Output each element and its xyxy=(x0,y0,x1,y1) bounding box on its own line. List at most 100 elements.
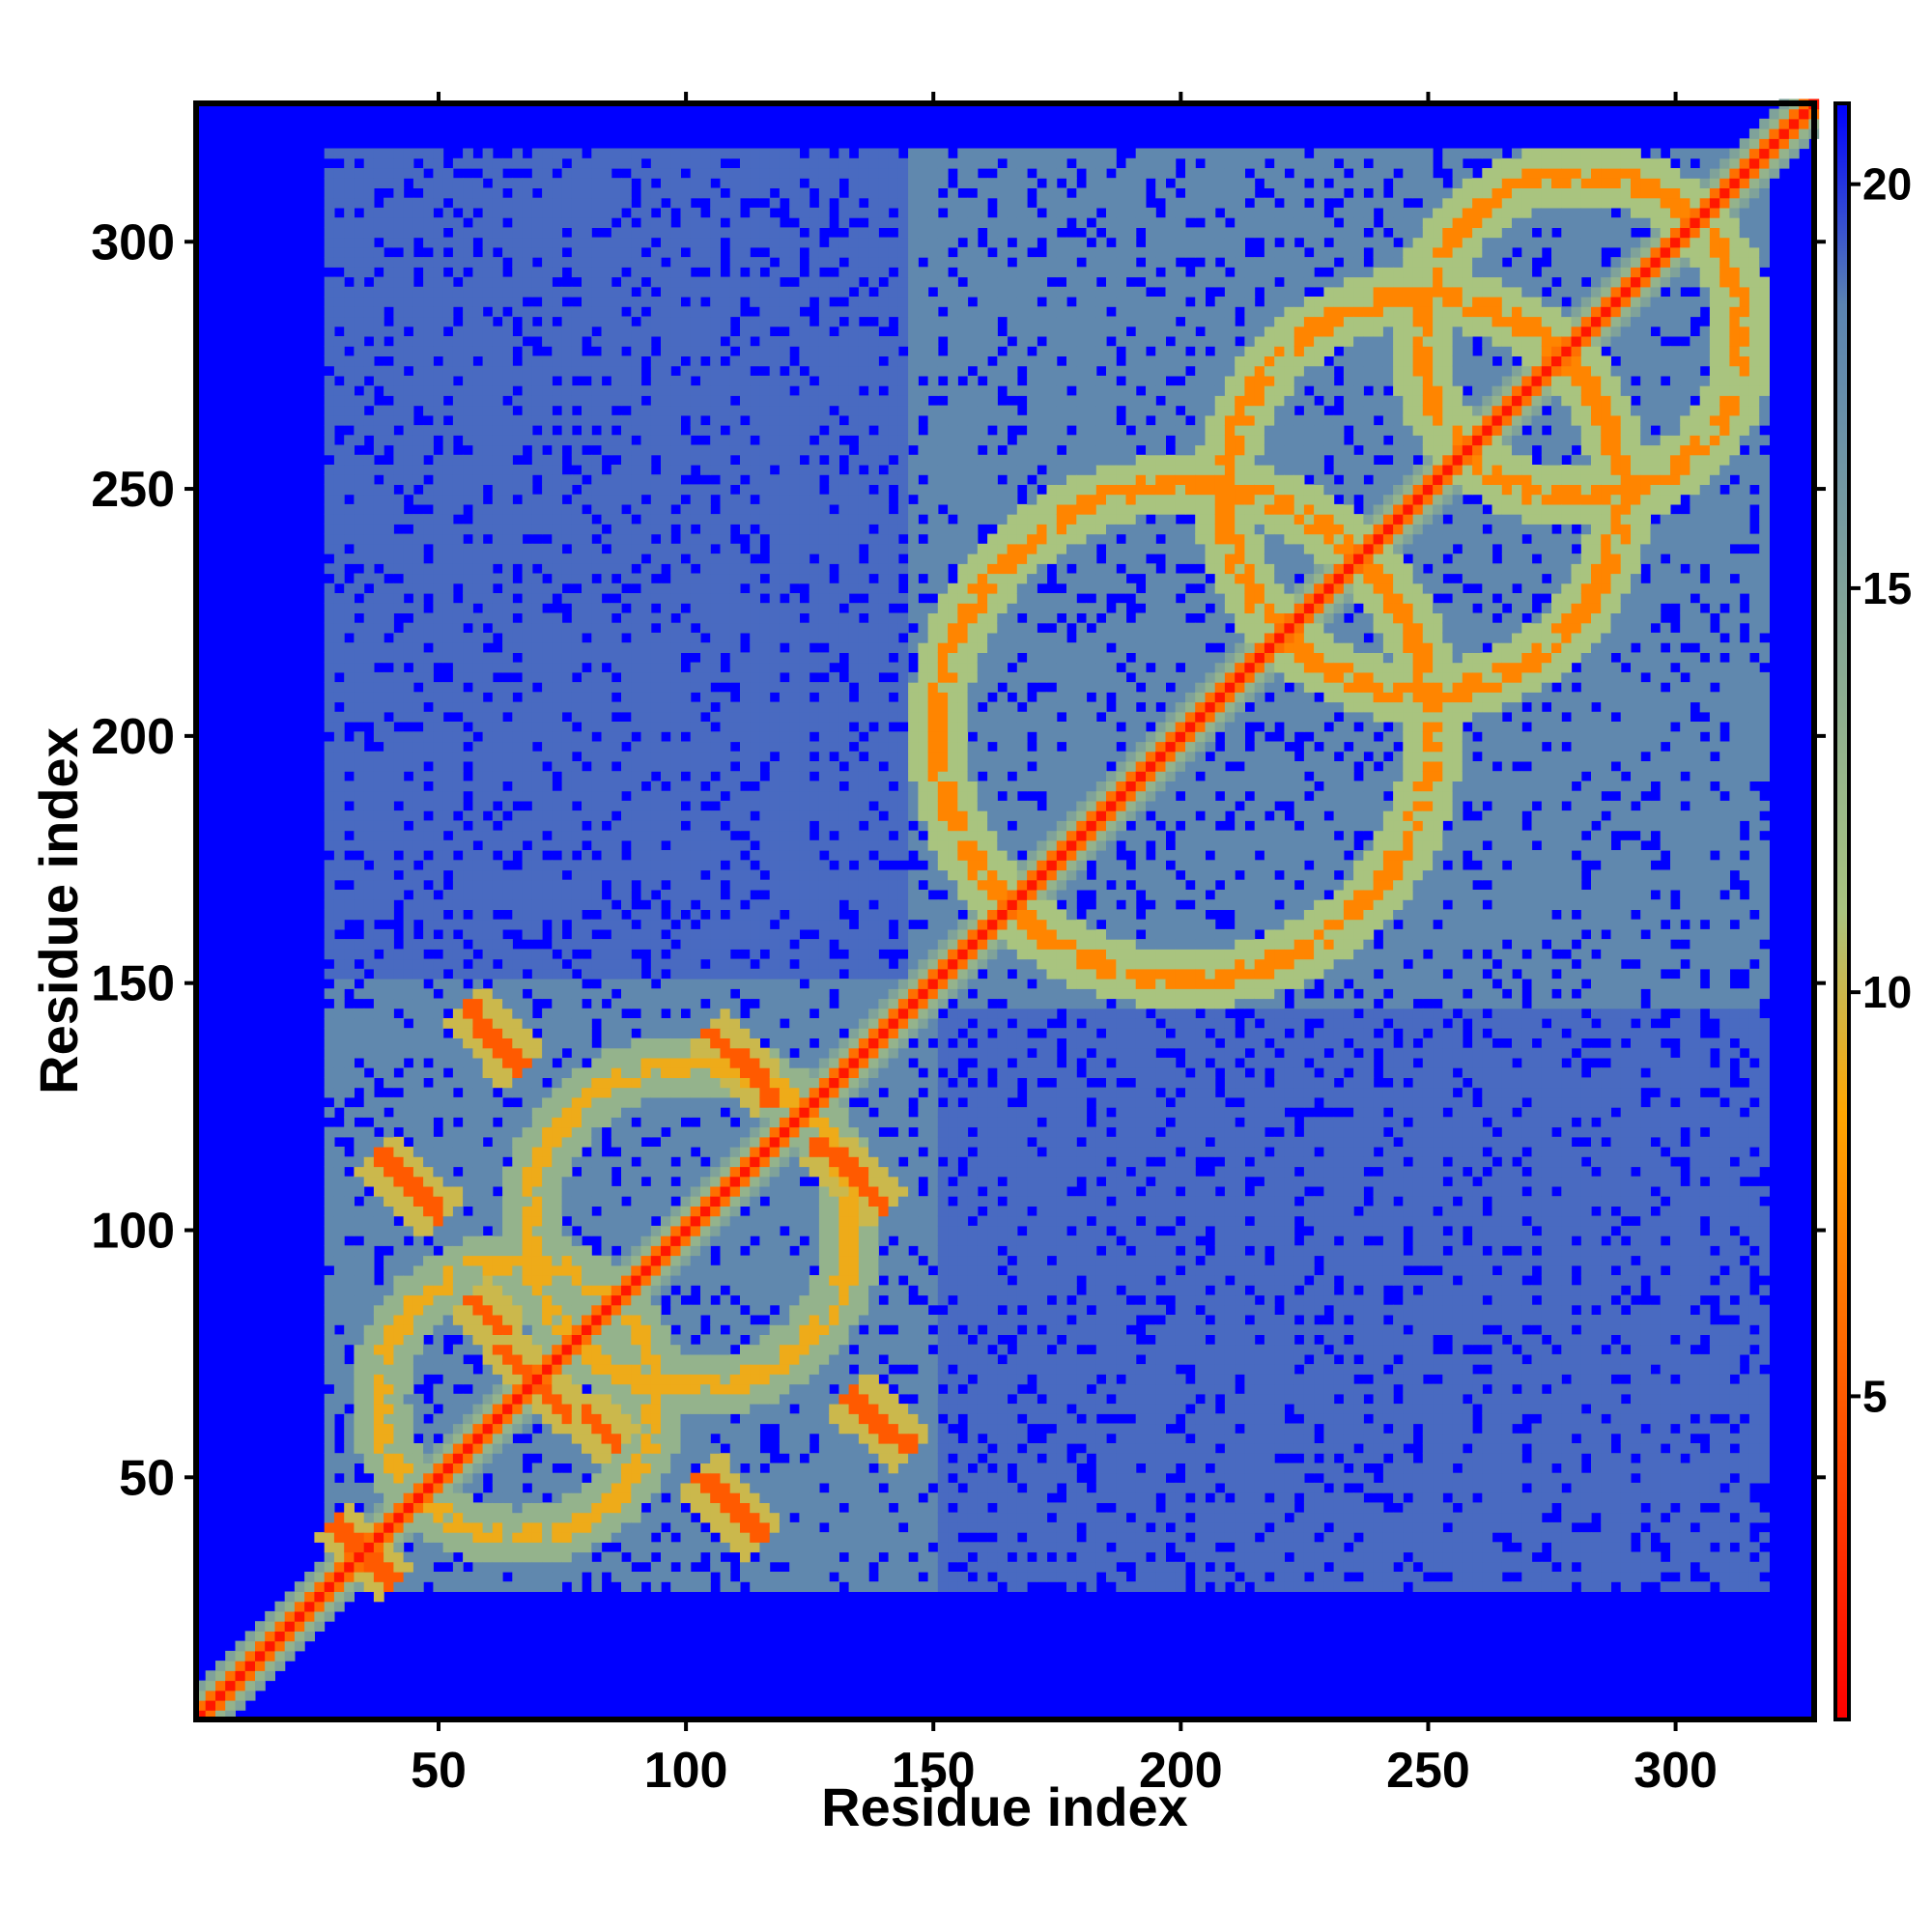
heatmap-cell xyxy=(650,1324,662,1335)
heatmap-cell xyxy=(472,1245,484,1257)
heatmap-cell xyxy=(680,949,692,960)
heatmap-cell xyxy=(452,1225,464,1236)
heatmap-cell xyxy=(472,336,484,347)
heatmap-cell xyxy=(611,1077,622,1089)
heatmap-cell xyxy=(354,1581,365,1592)
heatmap-cell xyxy=(442,890,454,900)
heatmap-cell xyxy=(482,1255,494,1266)
heatmap-cell xyxy=(333,781,345,792)
heatmap-cell xyxy=(522,919,533,930)
heatmap-cell xyxy=(452,1264,464,1276)
heatmap-cell xyxy=(472,899,484,910)
heatmap-cell xyxy=(670,652,681,664)
heatmap-area xyxy=(195,99,1820,1721)
heatmap-cell xyxy=(512,425,524,436)
heatmap-cell xyxy=(235,1690,246,1701)
heatmap-cell xyxy=(482,761,494,772)
heatmap-cell xyxy=(640,563,652,575)
heatmap-cell xyxy=(640,316,652,327)
heatmap-cell xyxy=(690,1404,701,1414)
heatmap-cell xyxy=(621,1077,632,1089)
heatmap-cell xyxy=(512,375,524,386)
heatmap-cell xyxy=(403,237,414,248)
heatmap-cell xyxy=(542,563,553,575)
heatmap-cell xyxy=(650,563,662,575)
heatmap-cell xyxy=(393,642,405,653)
heatmap-cell xyxy=(542,820,553,832)
heatmap-cell xyxy=(561,1334,573,1346)
heatmap-cell xyxy=(502,227,513,239)
heatmap-cell xyxy=(690,958,701,970)
heatmap-cell xyxy=(384,701,394,713)
heatmap-cell xyxy=(492,375,503,386)
heatmap-cell xyxy=(492,968,503,980)
heatmap-cell xyxy=(621,810,632,821)
heatmap-cell xyxy=(384,484,394,496)
heatmap-cell xyxy=(294,1581,305,1592)
heatmap-cell xyxy=(582,395,592,407)
heatmap-cell xyxy=(403,1572,414,1582)
heatmap-cell xyxy=(690,1393,701,1405)
heatmap-cell xyxy=(324,1334,335,1346)
heatmap-cell xyxy=(561,1176,573,1187)
heatmap-cell xyxy=(363,751,375,762)
heatmap-cell xyxy=(571,1087,582,1098)
heatmap-cell xyxy=(531,949,543,960)
heatmap-cell xyxy=(542,1264,553,1276)
heatmap-cell xyxy=(363,909,375,921)
heatmap-cell xyxy=(442,1156,454,1168)
heatmap-cell xyxy=(244,1650,256,1662)
heatmap-cell xyxy=(373,365,384,377)
heatmap-cell xyxy=(591,1294,603,1306)
heatmap-cell xyxy=(442,554,454,564)
heatmap-cell xyxy=(393,533,405,545)
heatmap-cell xyxy=(452,1215,464,1227)
heatmap-cell xyxy=(631,355,642,367)
heatmap-cell xyxy=(640,1057,652,1068)
heatmap-cell xyxy=(680,1196,692,1207)
heatmap-cell xyxy=(650,257,662,268)
heatmap-cell xyxy=(700,1404,711,1414)
heatmap-cell xyxy=(363,1147,375,1157)
heatmap-cell xyxy=(591,612,603,624)
heatmap-cell xyxy=(571,1561,582,1573)
heatmap-cell xyxy=(591,148,603,159)
heatmap-cell xyxy=(661,1383,671,1395)
heatmap-cell xyxy=(333,652,345,664)
heatmap-cell xyxy=(463,385,473,396)
heatmap-cell xyxy=(324,1037,335,1049)
heatmap-cell xyxy=(670,1077,681,1089)
heatmap-cell xyxy=(552,1008,563,1019)
heatmap-cell xyxy=(531,751,543,762)
heatmap-cell xyxy=(442,1264,454,1276)
heatmap-cell xyxy=(531,1206,543,1217)
heatmap-cell xyxy=(492,168,503,179)
heatmap-cell xyxy=(650,1126,662,1138)
heatmap-cell xyxy=(650,1047,662,1059)
heatmap-cell xyxy=(423,741,434,753)
heatmap-cell xyxy=(433,998,444,1009)
heatmap-cell xyxy=(601,1008,612,1019)
heatmap-cell xyxy=(482,227,494,239)
heatmap-cell xyxy=(601,1156,612,1168)
heatmap-cell xyxy=(611,820,622,832)
heatmap-cell xyxy=(690,860,701,871)
heatmap-cell xyxy=(442,1285,454,1296)
heatmap-cell xyxy=(482,1285,494,1296)
heatmap-cell xyxy=(680,958,692,970)
heatmap-cell xyxy=(502,1561,513,1573)
heatmap-cell xyxy=(542,1117,553,1128)
heatmap-cell xyxy=(403,514,414,525)
heatmap-cell xyxy=(403,800,414,811)
heatmap-cell xyxy=(452,355,464,367)
heatmap-cell xyxy=(571,860,582,871)
heatmap-cell xyxy=(650,1364,662,1375)
heatmap-cell xyxy=(482,257,494,268)
heatmap-cell xyxy=(621,484,632,496)
heatmap-cell xyxy=(344,1264,355,1276)
heatmap-cell xyxy=(423,425,434,436)
heatmap-cell xyxy=(502,1364,513,1375)
heatmap-cell xyxy=(531,217,543,228)
heatmap-cell xyxy=(650,781,662,792)
heatmap-cell xyxy=(561,1117,573,1128)
